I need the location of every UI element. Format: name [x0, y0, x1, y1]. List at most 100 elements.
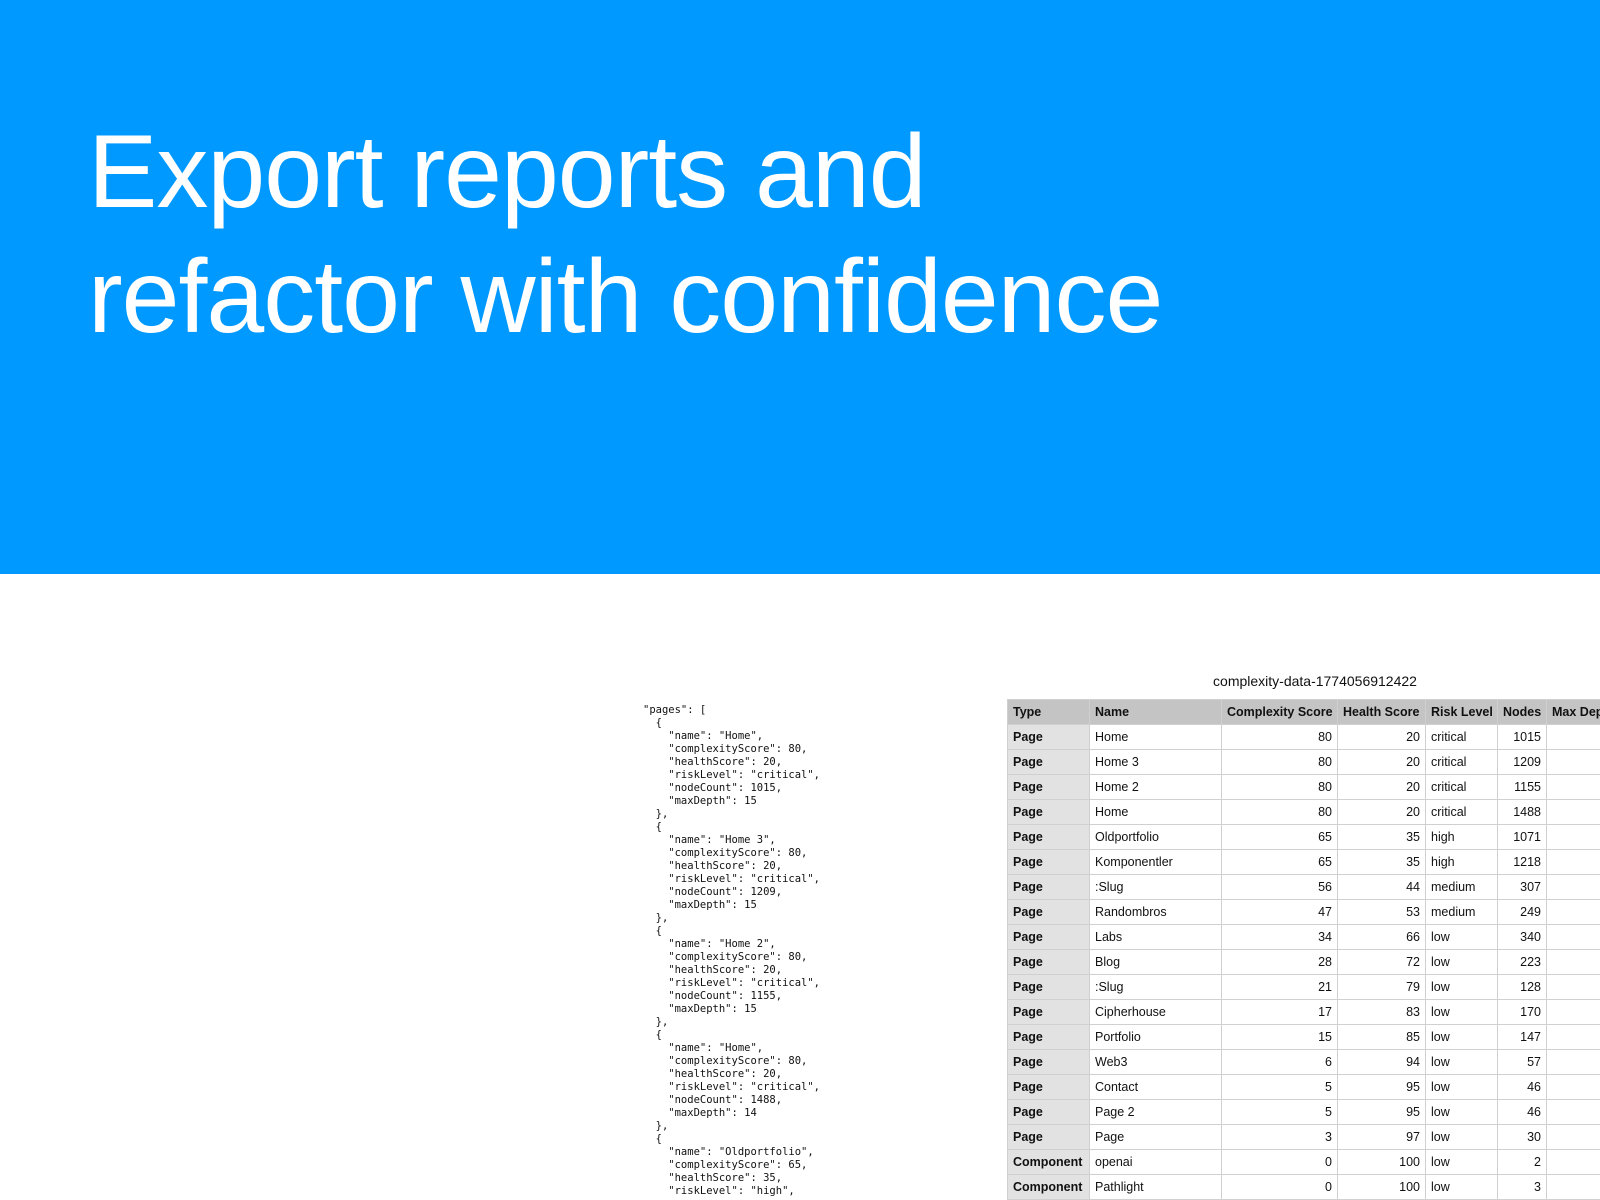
table-cell: [1546, 824, 1600, 850]
table-cell: 57: [1497, 1049, 1547, 1075]
table-cell: 94: [1337, 1049, 1426, 1075]
table-cell: [1546, 724, 1600, 750]
table-row: Component Pathlight 0 100 low 3: [1007, 1174, 1600, 1200]
table-cell: low: [1425, 1074, 1498, 1100]
table-cell: 340: [1497, 924, 1547, 950]
table-cell: Page 2: [1089, 1099, 1222, 1125]
table-cell: 97: [1337, 1124, 1426, 1150]
code-line: "riskLevel": "critical",: [643, 977, 821, 989]
table-cell: 307: [1497, 874, 1547, 900]
column-header: Type: [1007, 699, 1090, 725]
table-cell: Page: [1007, 974, 1090, 1000]
code-line: {: [643, 925, 662, 937]
code-line: {: [643, 1029, 662, 1041]
table-cell: 20: [1337, 724, 1426, 750]
table-cell: 65: [1221, 824, 1338, 850]
table-cell: Web3: [1089, 1049, 1222, 1075]
table-cell: openai: [1089, 1149, 1222, 1175]
table-cell: Page: [1007, 1024, 1090, 1050]
table-wrapper: Type Name Complexity Score Health Score Risk…: [1007, 699, 1600, 1200]
table-cell: 100: [1337, 1149, 1426, 1175]
table-cell: Page: [1007, 724, 1090, 750]
table-cell: 20: [1337, 799, 1426, 825]
table-cell: 15: [1221, 1024, 1338, 1050]
table-cell: Home: [1089, 799, 1222, 825]
table-body: Page Home 80 20 critical 1015 Page Home 3 80 20 cr…: [1007, 724, 1600, 1200]
table-cell: critical: [1425, 799, 1498, 825]
column-header: Nodes: [1497, 699, 1547, 725]
code-line: "nodeCount": 1155,: [643, 990, 783, 1002]
table-cell: Component: [1007, 1149, 1090, 1175]
table-cell: Component: [1007, 1174, 1090, 1200]
table-cell: Cipherhouse: [1089, 999, 1222, 1025]
code-line: "healthScore": 20,: [643, 964, 783, 976]
code-line: "healthScore": 35,: [643, 1172, 783, 1184]
table-cell: low: [1425, 999, 1498, 1025]
table-row: Page Randombros 47 53 medium 249: [1007, 899, 1600, 925]
code-line: "maxDepth": 15: [643, 899, 757, 911]
code-line: "name": "Home",: [643, 1042, 764, 1054]
table-row: Page Labs 34 66 low 340: [1007, 924, 1600, 950]
column-header: Health Score: [1337, 699, 1426, 725]
code-line: "nodeCount": 1488,: [643, 1094, 783, 1106]
table-row: Page Web3 6 94 low 57: [1007, 1049, 1600, 1075]
table-cell: Oldportfolio: [1089, 824, 1222, 850]
table-row: Page Page 3 97 low 30: [1007, 1124, 1600, 1150]
table-cell: 5: [1221, 1099, 1338, 1125]
table-cell: 30: [1497, 1124, 1547, 1150]
table-cell: low: [1425, 974, 1498, 1000]
table-row: Page Home 80 20 critical 1015: [1007, 724, 1600, 750]
code-line: "riskLevel": "critical",: [643, 769, 821, 781]
table-cell: 1218: [1497, 849, 1547, 875]
code-line: "riskLevel": "critical",: [643, 873, 821, 885]
table-row: Page Cipherhouse 17 83 low 170: [1007, 999, 1600, 1025]
code-line: "healthScore": 20,: [643, 1068, 783, 1080]
table-cell: Home 3: [1089, 749, 1222, 775]
table-cell: Page: [1007, 999, 1090, 1025]
table-cell: 5: [1221, 1074, 1338, 1100]
table-cell: 3: [1497, 1174, 1547, 1200]
table-cell: 128: [1497, 974, 1547, 1000]
table-cell: 223: [1497, 949, 1547, 975]
table-cell: 46: [1497, 1074, 1547, 1100]
table-cell: 80: [1221, 774, 1338, 800]
table-cell: 100: [1337, 1174, 1426, 1200]
code-line: {: [643, 1133, 662, 1145]
table-cell: [1546, 1074, 1600, 1100]
table-cell: Page: [1007, 849, 1090, 875]
table-cell: 85: [1337, 1024, 1426, 1050]
table-cell: 53: [1337, 899, 1426, 925]
table-row: Page Page 2 5 95 low 46: [1007, 1099, 1600, 1125]
table-cell: low: [1425, 924, 1498, 950]
table-cell: 34: [1221, 924, 1338, 950]
title-line: Export reports and: [88, 114, 927, 230]
code-line: "name": "Oldportfolio",: [643, 1146, 814, 1158]
hero-banner: Export reports and refactor with confide…: [0, 0, 1600, 574]
header-row: Type Name Complexity Score Health Score Risk…: [1007, 699, 1600, 725]
table-row: Page Blog 28 72 low 223: [1007, 949, 1600, 975]
table-cell: high: [1425, 849, 1498, 875]
table-cell: medium: [1425, 874, 1498, 900]
table-cell: Page: [1007, 924, 1090, 950]
table-cell: Komponentler: [1089, 849, 1222, 875]
code-line: "maxDepth": 15: [643, 1003, 757, 1015]
table-cell: [1546, 1024, 1600, 1050]
table-cell: Contact: [1089, 1074, 1222, 1100]
code-line: "maxDepth": 14: [643, 1107, 757, 1119]
table-cell: 1488: [1497, 799, 1547, 825]
table-cell: Page: [1007, 824, 1090, 850]
table-cell: low: [1425, 1024, 1498, 1050]
table-row: Page Contact 5 95 low 46: [1007, 1074, 1600, 1100]
code-line: "riskLevel": "critical",: [643, 1081, 821, 1093]
code-line: "healthScore": 20,: [643, 756, 783, 768]
code-line: "name": "Home",: [643, 730, 764, 742]
table-row: Page Portfolio 15 85 low 147: [1007, 1024, 1600, 1050]
table-row: Page Oldportfolio 65 35 high 1071: [1007, 824, 1600, 850]
table-cell: Portfolio: [1089, 1024, 1222, 1050]
table-cell: 80: [1221, 749, 1338, 775]
table-cell: 249: [1497, 899, 1547, 925]
code-line: "pages": [: [643, 704, 707, 716]
table-cell: 3: [1221, 1124, 1338, 1150]
code-line: "complexityScore": 80,: [643, 1055, 808, 1067]
table-cell: 21: [1221, 974, 1338, 1000]
